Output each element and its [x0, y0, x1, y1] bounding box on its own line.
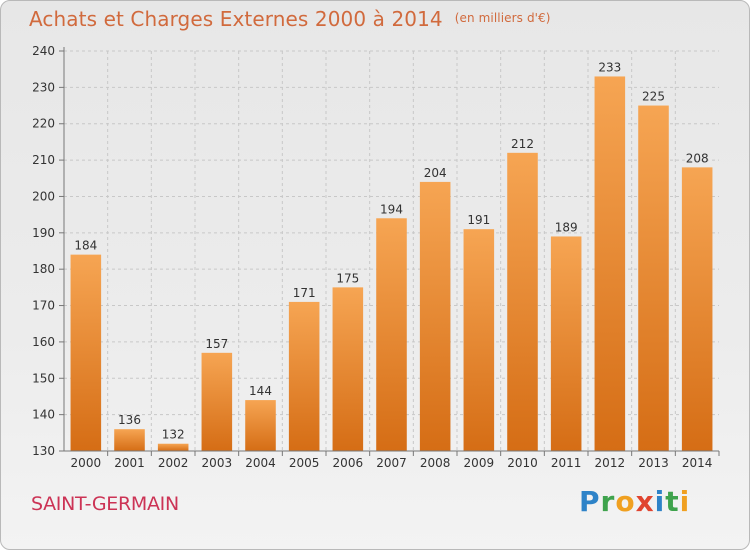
y-tick-label: 220 — [32, 117, 55, 131]
value-label-2011: 189 — [555, 220, 578, 234]
y-tick-label: 240 — [32, 44, 55, 58]
x-tick-label: 2007 — [376, 456, 407, 470]
bar-2004 — [245, 400, 276, 451]
x-tick-label: 2001 — [114, 456, 145, 470]
bar-2010 — [507, 152, 538, 451]
value-label-2005: 171 — [293, 286, 316, 300]
commune-name: SAINT-GERMAIN — [31, 493, 179, 515]
value-label-2004: 144 — [249, 384, 272, 398]
x-tick-label: 2008 — [420, 456, 451, 470]
value-label-2009: 191 — [467, 213, 490, 227]
chart-title: Achats et Charges Externes 2000 à 2014 — [29, 7, 443, 31]
x-tick-label: 2014 — [682, 456, 713, 470]
value-label-2001: 136 — [118, 413, 141, 427]
value-label-2008: 204 — [424, 166, 447, 180]
chart-unit: (en milliers d'€) — [454, 11, 551, 25]
bar-2005 — [288, 301, 320, 451]
value-label-2000: 184 — [74, 239, 97, 253]
y-tick-label: 170 — [32, 299, 55, 313]
value-label-2006: 175 — [336, 271, 359, 285]
y-tick-label: 190 — [32, 226, 55, 240]
bar-2009 — [463, 229, 495, 451]
y-tick-label: 150 — [32, 371, 55, 385]
bar-2011 — [550, 236, 582, 451]
bar-2001 — [114, 429, 145, 451]
value-label-2002: 132 — [162, 428, 185, 442]
y-tick-label: 160 — [32, 335, 55, 349]
bar-2008 — [419, 181, 451, 451]
y-tick-label: 210 — [32, 153, 55, 167]
value-label-2012: 233 — [598, 60, 621, 74]
y-tick-label: 230 — [32, 80, 55, 94]
x-tick-label: 2012 — [595, 456, 626, 470]
bar-2014 — [681, 167, 713, 451]
x-tick-label: 2006 — [333, 456, 364, 470]
x-tick-label: 2009 — [464, 456, 495, 470]
bar-2012 — [594, 76, 626, 452]
x-tick-label: 2005 — [289, 456, 320, 470]
x-tick-label: 2003 — [202, 456, 233, 470]
value-label-2003: 157 — [205, 337, 228, 351]
bar-2000 — [70, 254, 102, 451]
bar-2013 — [638, 105, 669, 451]
proxiti-logo: Proxiti — [579, 485, 691, 518]
y-tick-label: 130 — [32, 444, 55, 458]
value-label-2010: 212 — [511, 137, 534, 151]
x-tick-label: 2011 — [551, 456, 582, 470]
x-tick-label: 2010 — [507, 456, 538, 470]
y-tick-label: 200 — [32, 189, 55, 203]
y-tick-label: 180 — [32, 262, 55, 276]
x-tick-label: 2002 — [158, 456, 189, 470]
bar-2003 — [201, 352, 233, 451]
x-tick-label: 2013 — [638, 456, 669, 470]
x-tick-label: 2004 — [245, 456, 276, 470]
bar-2002 — [157, 443, 189, 451]
bar-2006 — [332, 287, 364, 451]
y-tick-label: 140 — [32, 408, 55, 422]
value-label-2014: 208 — [686, 151, 709, 165]
value-label-2013: 225 — [642, 90, 665, 104]
x-tick-label: 2000 — [71, 456, 102, 470]
value-label-2007: 194 — [380, 202, 403, 216]
chart-title-block: Achats et Charges Externes 2000 à 2014 (e… — [29, 7, 551, 31]
bar-2007 — [376, 218, 407, 451]
